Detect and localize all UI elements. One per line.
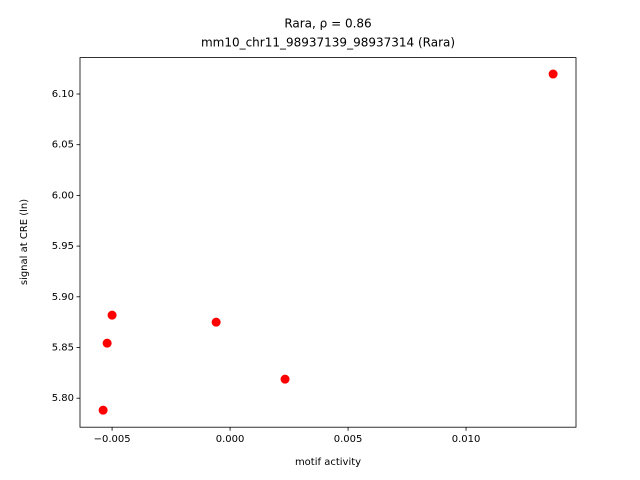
y-tick-label: 5.90: [52, 292, 74, 303]
point: [107, 310, 117, 320]
y-tick-label: 6.10: [52, 89, 74, 100]
chart-subtitle: mm10_chr11_98937139_98937314 (Rara): [201, 36, 455, 50]
point: [280, 374, 290, 384]
point: [98, 405, 108, 415]
x-tick-label: 0.000: [216, 434, 245, 445]
x-tick-label: 0.005: [334, 434, 363, 445]
y-tick-label: 5.85: [52, 343, 74, 354]
x-tick-label: 0.010: [452, 434, 481, 445]
x-tick-label: −0.005: [94, 434, 131, 445]
y-tick-label: 5.80: [52, 393, 74, 404]
y-tick-label: 6.05: [52, 140, 74, 151]
point: [548, 69, 558, 79]
plot-frame: [79, 57, 577, 428]
chart-title: Rara, ρ = 0.86: [284, 17, 371, 31]
point: [102, 338, 112, 348]
y-tick-label: 5.95: [52, 241, 74, 252]
point: [211, 317, 221, 327]
y-tick-label: 6.00: [52, 190, 74, 201]
x-axis-label: motif activity: [295, 457, 361, 468]
y-axis-label: signal at CRE (ln): [19, 199, 30, 285]
